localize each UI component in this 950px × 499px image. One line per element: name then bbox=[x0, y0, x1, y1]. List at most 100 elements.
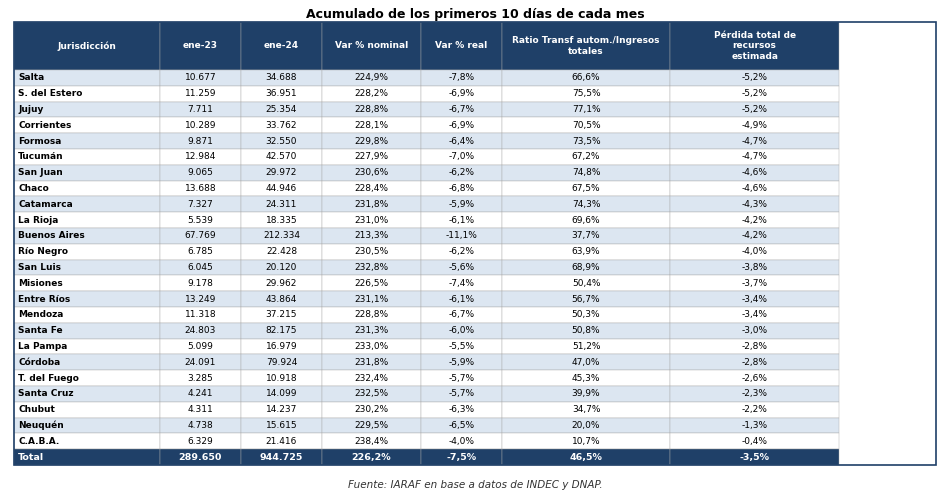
Text: Salta: Salta bbox=[18, 73, 45, 82]
Text: 231,1%: 231,1% bbox=[354, 294, 389, 303]
Text: Entre Ríos: Entre Ríos bbox=[18, 294, 70, 303]
Text: -4,6%: -4,6% bbox=[742, 184, 768, 193]
Text: 51,2%: 51,2% bbox=[572, 342, 600, 351]
Text: 233,0%: 233,0% bbox=[354, 342, 389, 351]
Text: 231,8%: 231,8% bbox=[354, 200, 389, 209]
Text: -4,6%: -4,6% bbox=[742, 168, 768, 177]
Text: 212.334: 212.334 bbox=[263, 232, 300, 241]
Text: Tucumán: Tucumán bbox=[18, 152, 64, 161]
Text: C.A.B.A.: C.A.B.A. bbox=[18, 437, 60, 446]
Text: Neuquén: Neuquén bbox=[18, 421, 64, 430]
Text: 44.946: 44.946 bbox=[266, 184, 297, 193]
Text: 50,4%: 50,4% bbox=[572, 279, 600, 288]
Text: 7.327: 7.327 bbox=[187, 200, 213, 209]
Text: -2,8%: -2,8% bbox=[742, 342, 768, 351]
Text: 34,7%: 34,7% bbox=[572, 405, 600, 414]
Text: 37.215: 37.215 bbox=[266, 310, 297, 319]
Text: 39,9%: 39,9% bbox=[572, 389, 600, 398]
Text: -6,8%: -6,8% bbox=[448, 184, 474, 193]
Text: 20.120: 20.120 bbox=[266, 263, 297, 272]
Text: 24.803: 24.803 bbox=[184, 326, 216, 335]
Text: -6,9%: -6,9% bbox=[448, 89, 474, 98]
Text: 228,8%: 228,8% bbox=[354, 105, 389, 114]
Text: -6,1%: -6,1% bbox=[448, 294, 474, 303]
Text: 79.924: 79.924 bbox=[266, 358, 297, 367]
Text: -6,9%: -6,9% bbox=[448, 121, 474, 130]
Text: 230,5%: 230,5% bbox=[354, 247, 389, 256]
Text: Catamarca: Catamarca bbox=[18, 200, 73, 209]
Text: Ratio Transf autom./Ingresos
totales: Ratio Transf autom./Ingresos totales bbox=[512, 36, 660, 56]
Text: 34.688: 34.688 bbox=[266, 73, 297, 82]
Text: 228,4%: 228,4% bbox=[354, 184, 389, 193]
Text: 69,6%: 69,6% bbox=[572, 216, 600, 225]
Text: -5,6%: -5,6% bbox=[448, 263, 474, 272]
Text: 4.738: 4.738 bbox=[187, 421, 213, 430]
Text: Chaco: Chaco bbox=[18, 184, 49, 193]
Text: -7,8%: -7,8% bbox=[448, 73, 474, 82]
Text: 5.539: 5.539 bbox=[187, 216, 214, 225]
Text: 213,3%: 213,3% bbox=[354, 232, 389, 241]
Text: 226,2%: 226,2% bbox=[352, 453, 391, 462]
Text: 7.711: 7.711 bbox=[187, 105, 214, 114]
Text: 25.354: 25.354 bbox=[266, 105, 297, 114]
Text: Var % nominal: Var % nominal bbox=[334, 41, 408, 50]
Text: Total: Total bbox=[18, 453, 45, 462]
Text: La Pampa: La Pampa bbox=[18, 342, 67, 351]
Text: 75,5%: 75,5% bbox=[572, 89, 600, 98]
Text: -3,8%: -3,8% bbox=[742, 263, 768, 272]
Text: 82.175: 82.175 bbox=[266, 326, 297, 335]
Text: 5.099: 5.099 bbox=[187, 342, 214, 351]
Text: La Rioja: La Rioja bbox=[18, 216, 59, 225]
Text: 11.259: 11.259 bbox=[184, 89, 217, 98]
Text: 14.237: 14.237 bbox=[266, 405, 297, 414]
Text: -6,3%: -6,3% bbox=[448, 405, 474, 414]
Text: 3.285: 3.285 bbox=[187, 374, 213, 383]
Text: -6,2%: -6,2% bbox=[448, 247, 474, 256]
Text: 24.311: 24.311 bbox=[266, 200, 297, 209]
Text: -5,5%: -5,5% bbox=[448, 342, 474, 351]
Text: Córdoba: Córdoba bbox=[18, 358, 61, 367]
Text: 74,8%: 74,8% bbox=[572, 168, 600, 177]
Text: -2,8%: -2,8% bbox=[742, 358, 768, 367]
Text: 232,4%: 232,4% bbox=[354, 374, 389, 383]
Text: 6.045: 6.045 bbox=[187, 263, 213, 272]
Text: -2,3%: -2,3% bbox=[742, 389, 768, 398]
Text: Var % real: Var % real bbox=[435, 41, 487, 50]
Text: -4,7%: -4,7% bbox=[742, 137, 768, 146]
Text: 29.962: 29.962 bbox=[266, 279, 297, 288]
Text: 226,5%: 226,5% bbox=[354, 279, 389, 288]
Text: 77,1%: 77,1% bbox=[572, 105, 600, 114]
Text: -3,4%: -3,4% bbox=[742, 294, 768, 303]
Text: San Luis: San Luis bbox=[18, 263, 61, 272]
Text: 10,7%: 10,7% bbox=[572, 437, 600, 446]
Text: 230,6%: 230,6% bbox=[354, 168, 389, 177]
Text: 228,8%: 228,8% bbox=[354, 310, 389, 319]
Text: Jurisdicción: Jurisdicción bbox=[58, 41, 117, 51]
Text: -6,1%: -6,1% bbox=[448, 216, 474, 225]
Text: 231,0%: 231,0% bbox=[354, 216, 389, 225]
Text: Pérdida total de
recursos
estimada: Pérdida total de recursos estimada bbox=[713, 31, 796, 61]
Text: 45,3%: 45,3% bbox=[572, 374, 600, 383]
Text: Chubut: Chubut bbox=[18, 405, 55, 414]
Text: 289.650: 289.650 bbox=[179, 453, 222, 462]
Text: 21.416: 21.416 bbox=[266, 437, 297, 446]
Text: Formosa: Formosa bbox=[18, 137, 62, 146]
Text: 16.979: 16.979 bbox=[266, 342, 297, 351]
Text: -5,7%: -5,7% bbox=[448, 374, 474, 383]
Text: 231,8%: 231,8% bbox=[354, 358, 389, 367]
Text: -3,7%: -3,7% bbox=[742, 279, 768, 288]
Text: 15.615: 15.615 bbox=[266, 421, 297, 430]
Text: Santa Cruz: Santa Cruz bbox=[18, 389, 74, 398]
Text: -7,5%: -7,5% bbox=[446, 453, 476, 462]
Text: -4,9%: -4,9% bbox=[742, 121, 768, 130]
Text: Santa Fe: Santa Fe bbox=[18, 326, 63, 335]
Text: -6,0%: -6,0% bbox=[448, 326, 474, 335]
Text: 70,5%: 70,5% bbox=[572, 121, 600, 130]
Text: 14.099: 14.099 bbox=[266, 389, 297, 398]
Text: T. del Fuego: T. del Fuego bbox=[18, 374, 79, 383]
Text: 74,3%: 74,3% bbox=[572, 200, 600, 209]
Text: 224,9%: 224,9% bbox=[354, 73, 389, 82]
Text: 10.677: 10.677 bbox=[184, 73, 217, 82]
Text: Acumulado de los primeros 10 días de cada mes: Acumulado de los primeros 10 días de cad… bbox=[306, 8, 644, 21]
Text: 238,4%: 238,4% bbox=[354, 437, 389, 446]
